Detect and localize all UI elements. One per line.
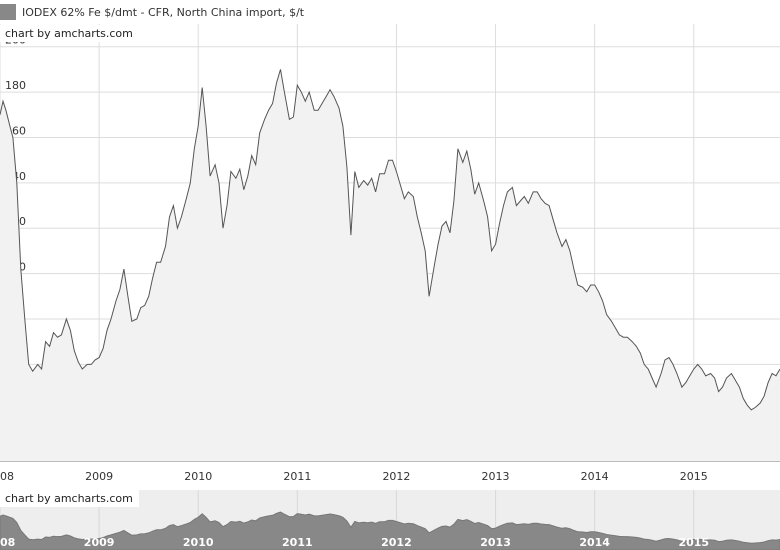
legend-label: IODEX 62% Fe $/dmt - CFR, North China im… [22,5,305,19]
x-axis-labels: 2008 2009 2010 2011 2012 2013 2014 2015 [0,470,708,483]
x-tick-label: 2014 [581,470,609,483]
y-tick-label: 180 [5,79,26,92]
x-tick-label: 2011 [283,470,311,483]
navigator-scrollbar[interactable]: 2008 2009 2010 2011 2012 2013 2014 2015 [0,490,780,550]
x-tick-label: 2009 [85,470,113,483]
x-tick-label: 2013 [482,470,510,483]
legend-swatch[interactable] [0,4,16,20]
navigator-tick-label: 2009 [84,536,115,549]
navigator-tick-label: 2013 [480,536,511,549]
x-tick-label: 2015 [680,470,708,483]
navigator-tick-label: 2015 [678,536,709,549]
navigator-tick-label: 2011 [282,536,313,549]
chart-credit-main[interactable]: chart by amcharts.com [0,25,139,42]
x-tick-label: 2008 [0,470,14,483]
chart-credit-navigator[interactable]: chart by amcharts.com [0,490,139,507]
series-line [0,69,780,411]
main-plot[interactable]: 20406080100120140160180200 [0,24,780,462]
navigator-tick-label: 2012 [381,536,412,549]
navigator-area [0,511,780,550]
navigator-tick-label: 2010 [183,536,214,549]
chart-legend[interactable]: IODEX 62% Fe $/dmt - CFR, North China im… [0,0,780,24]
series-area-fill [0,69,780,462]
navigator-tick-label: 2014 [579,536,610,549]
navigator-tick-label: 2008 [0,536,15,549]
x-tick-label: 2010 [184,470,212,483]
x-tick-label: 2012 [382,470,410,483]
